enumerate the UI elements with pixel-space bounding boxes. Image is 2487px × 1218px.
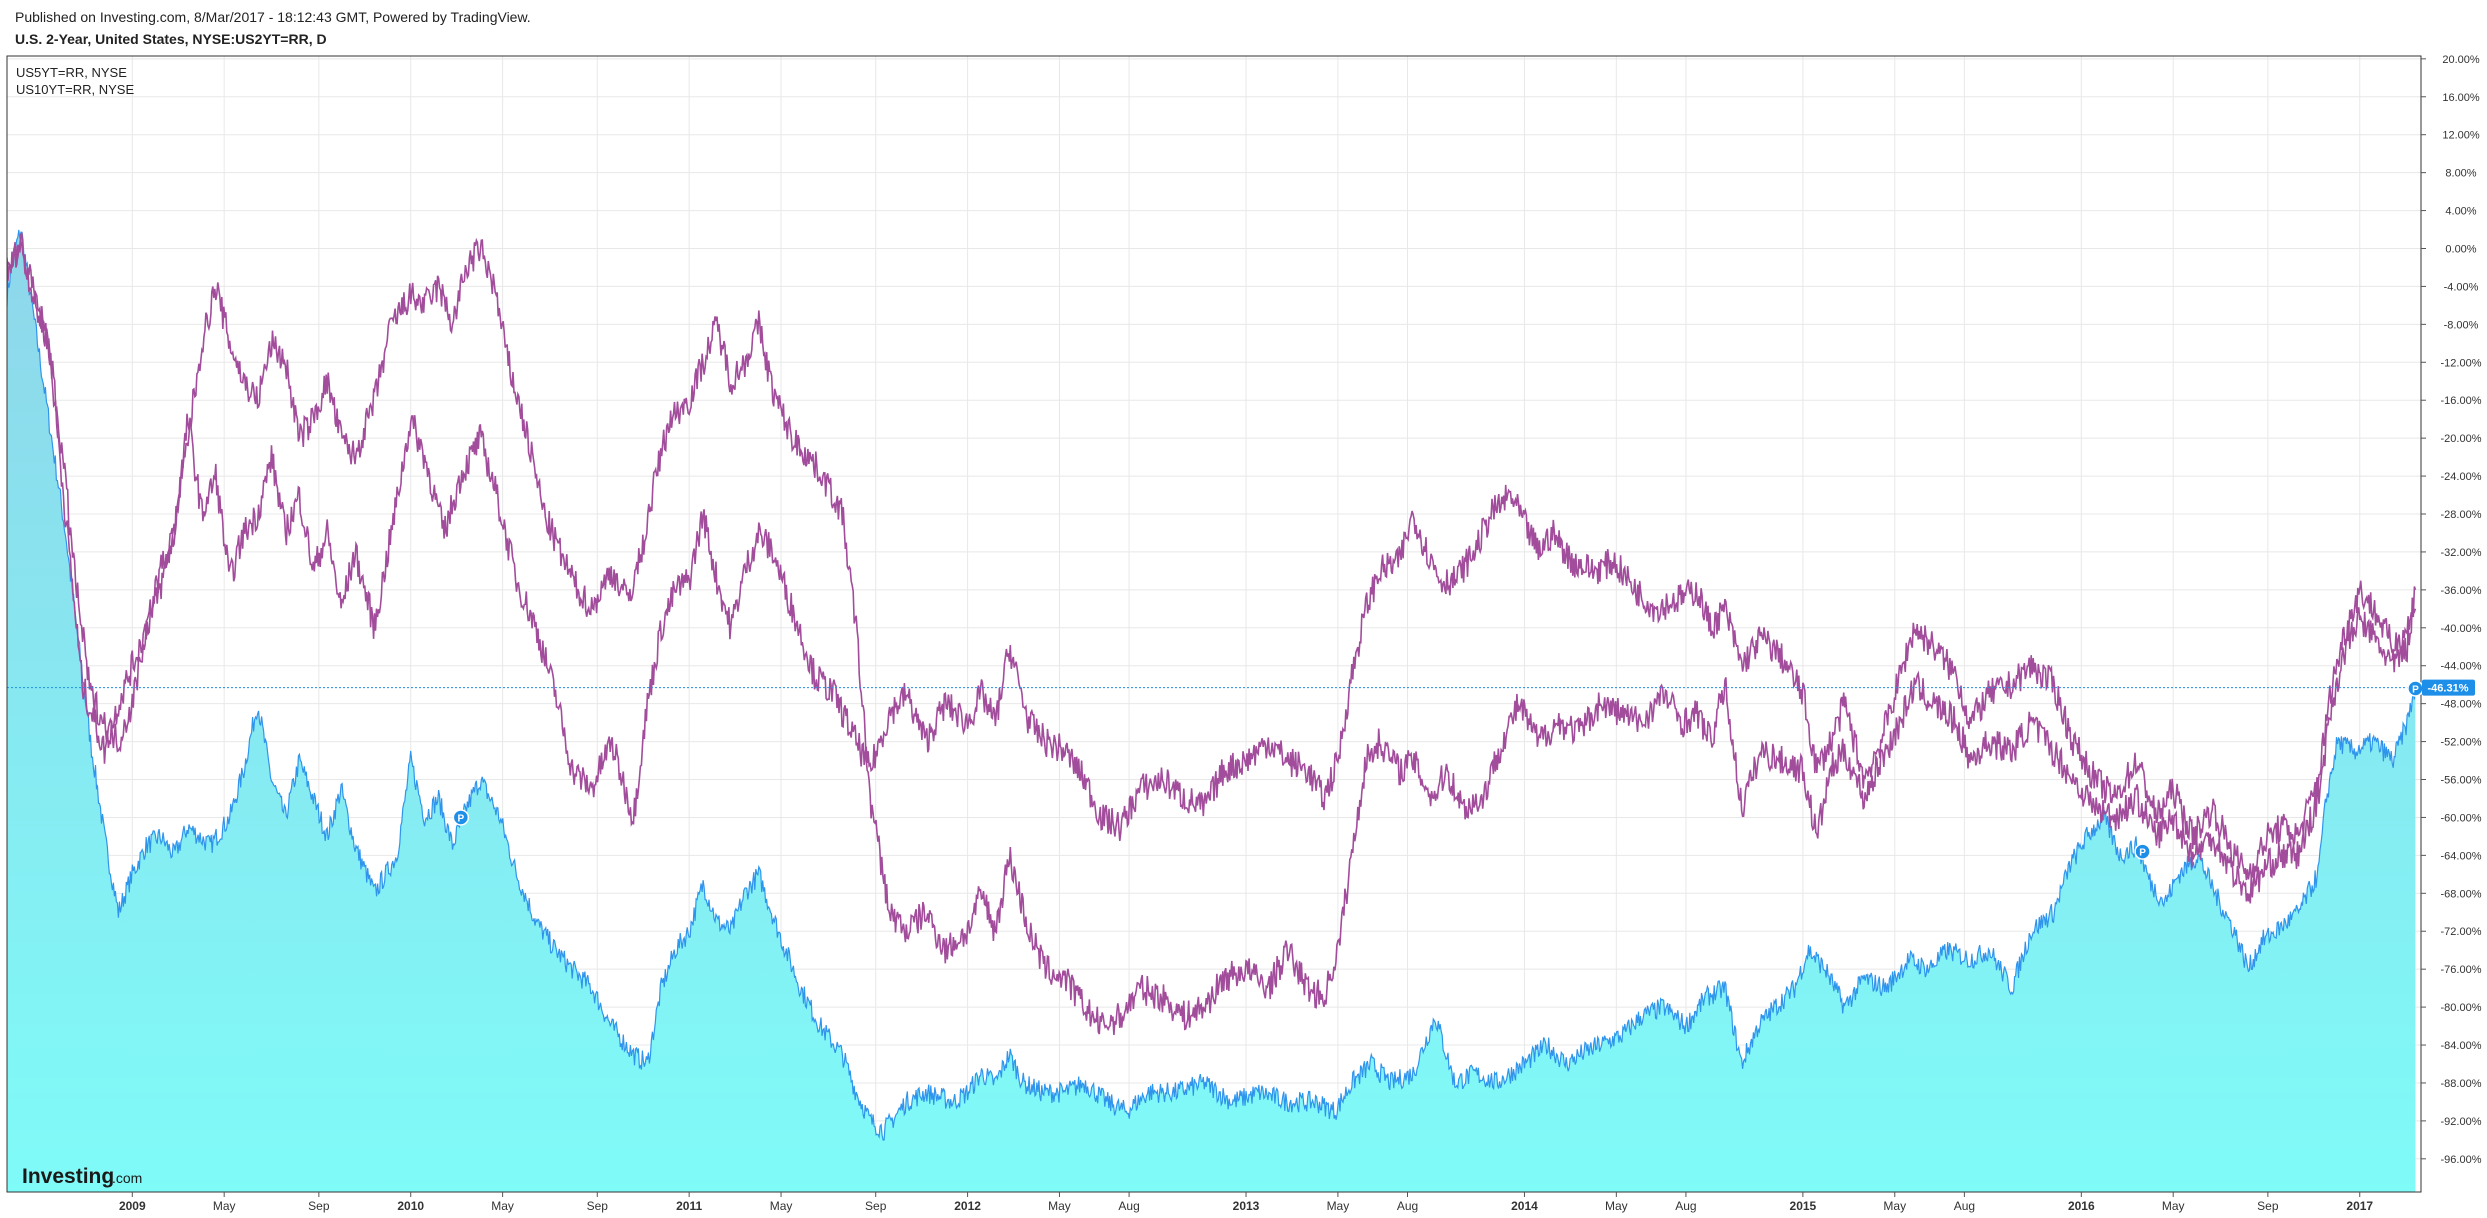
x-tick-label: May <box>1883 1199 1906 1213</box>
y-tick-label: -8.00% <box>2444 319 2479 331</box>
x-tick-label: Sep <box>587 1199 609 1213</box>
y-tick-label: -28.00% <box>2441 509 2482 521</box>
x-tick-label: May <box>213 1199 236 1213</box>
event-marker-label: P <box>2139 848 2146 859</box>
y-tick-label: 0.00% <box>2445 243 2476 255</box>
logo-suffix: .com <box>112 1170 142 1186</box>
y-tick-label: 8.00% <box>2445 168 2476 180</box>
y-tick-label: -92.00% <box>2441 1116 2482 1128</box>
y-tick-label: -76.00% <box>2441 964 2482 976</box>
y-tick-label: 20.00% <box>2442 54 2480 66</box>
y-tick-label: -24.00% <box>2441 471 2482 483</box>
series-area-us2yt <box>7 230 2416 1192</box>
x-tick-label: 2011 <box>676 1199 702 1213</box>
y-tick-label: -40.00% <box>2441 623 2482 635</box>
y-tick-label: 4.00% <box>2445 206 2476 218</box>
x-tick-label: 2012 <box>954 1199 981 1213</box>
y-tick-label: -68.00% <box>2441 888 2482 900</box>
y-tick-label: -20.00% <box>2441 433 2482 445</box>
y-tick-label: -44.00% <box>2441 661 2482 673</box>
x-tick-label: May <box>491 1199 514 1213</box>
y-tick-label: -36.00% <box>2441 585 2482 597</box>
y-tick-label: 12.00% <box>2442 130 2480 142</box>
y-tick-label: -84.00% <box>2441 1040 2482 1052</box>
y-tick-label: -12.00% <box>2441 357 2482 369</box>
y-tick-label: -72.00% <box>2441 926 2482 938</box>
investing-logo: Investing .com <box>22 1165 142 1188</box>
last-value-bg <box>2422 679 2475 696</box>
x-tick-label: 2013 <box>1233 1199 1260 1213</box>
markers: P P P <box>452 680 2424 860</box>
y-tick-label: -80.00% <box>2441 1002 2482 1014</box>
plot-border <box>6 55 2422 1193</box>
x-tick-label: 2016 <box>2068 1199 2095 1213</box>
x-tick-label: Aug <box>1397 1199 1418 1213</box>
x-tick-label: 2017 <box>2346 1199 2373 1213</box>
y-tick-label: -16.00% <box>2441 395 2482 407</box>
x-tick-label: Sep <box>308 1199 330 1213</box>
event-marker-label: P <box>2412 684 2419 695</box>
x-tick-label: May <box>1605 1199 1628 1213</box>
x-tick-label: May <box>1327 1199 1350 1213</box>
x-tick-label: Aug <box>1118 1199 1139 1213</box>
event-marker <box>452 809 470 826</box>
x-tick-label: 2010 <box>397 1199 424 1213</box>
x-tick-label: 2014 <box>1511 1199 1538 1213</box>
y-tick-label: -60.00% <box>2441 812 2482 824</box>
x-tick-label: May <box>770 1199 793 1213</box>
x-tick-label: Aug <box>1675 1199 1696 1213</box>
y-tick-label: -56.00% <box>2441 775 2482 787</box>
series-line-us10yt <box>7 237 2417 1035</box>
y-tick-label: -4.00% <box>2444 281 2479 293</box>
x-tick-label: Sep <box>2257 1199 2279 1213</box>
x-tick-label: Aug <box>1954 1199 1975 1213</box>
y-tick-label: -88.00% <box>2441 1078 2482 1090</box>
event-marker-label: P <box>458 813 465 824</box>
series-layer <box>7 229 2421 1192</box>
series-line-us5yt <box>7 232 2417 881</box>
event-marker <box>2134 843 2151 860</box>
y-tick-label: -32.00% <box>2441 547 2482 559</box>
logo-word: Investing <box>22 1165 114 1188</box>
series-line-us2yt <box>7 229 2416 1141</box>
x-tick-label: May <box>1048 1199 1071 1213</box>
last-value-tag: -46.31% <box>2422 679 2475 696</box>
y-tick-label: 16.00% <box>2442 92 2480 104</box>
y-tick-label: -96.00% <box>2441 1154 2482 1166</box>
y-tick-label: -48.00% <box>2441 699 2482 711</box>
legend-item-us5yt: US5YT=RR, NYSE <box>16 65 127 80</box>
y-tick-label: -52.00% <box>2441 737 2482 749</box>
x-tick-label: 2009 <box>119 1199 146 1213</box>
legend-item-us10yt: US10YT=RR, NYSE <box>16 82 134 97</box>
chart-title: U.S. 2-Year, United States, NYSE:US2YT=R… <box>15 31 327 47</box>
x-tick-label: Sep <box>865 1199 887 1213</box>
y-tick-label: -64.00% <box>2441 850 2482 862</box>
x-tick-label: 2015 <box>1790 1199 1817 1213</box>
last-value-label: -46.31% <box>2428 683 2469 695</box>
x-axis: 2009 May Sep 2010 May Sep 2011 May Sep 2012 May Aug… <box>119 1192 2373 1213</box>
x-tick-label: May <box>2162 1199 2185 1213</box>
y-axis: 20.00% 16.00% 12.00% 8.00% 4.00% 0.00% -4.00% -… <box>2421 54 2482 1166</box>
published-note: Published on Investing.com, 8/Mar/2017 -… <box>15 9 531 25</box>
